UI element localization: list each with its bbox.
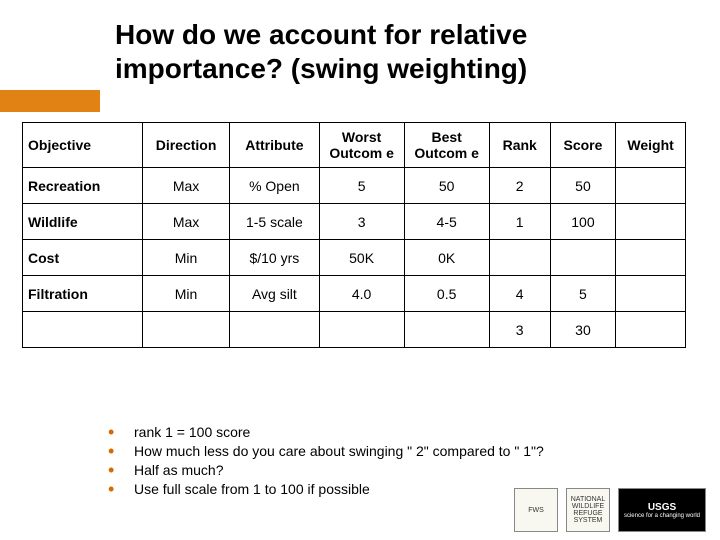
cell-weight [616, 240, 686, 276]
cell-objective: Filtration [23, 276, 143, 312]
cell-best: 0K [404, 240, 489, 276]
cell-direction: Max [142, 168, 229, 204]
col-objective: Objective [23, 123, 143, 168]
col-score: Score [550, 123, 615, 168]
cell-rank: 3 [489, 312, 550, 348]
table-header-row: Objective Direction Attribute Worst Outc… [23, 123, 686, 168]
cell-score: 30 [550, 312, 615, 348]
cell-attribute [230, 312, 319, 348]
cell-rank [489, 240, 550, 276]
logo-strip: FWS NATIONAL WILDLIFE REFUGE SYSTEM USGS… [514, 488, 706, 532]
swing-weighting-table: Objective Direction Attribute Worst Outc… [22, 122, 686, 348]
bullet-item: Half as much? [108, 461, 544, 480]
cell-objective [23, 312, 143, 348]
cell-rank: 4 [489, 276, 550, 312]
bullet-item: Use full scale from 1 to 100 if possible [108, 480, 544, 499]
cell-best: 4-5 [404, 204, 489, 240]
cell-attribute: 1-5 scale [230, 204, 319, 240]
accent-bar [0, 90, 100, 112]
cell-weight [616, 276, 686, 312]
cell-objective: Cost [23, 240, 143, 276]
cell-weight [616, 312, 686, 348]
cell-best: 50 [404, 168, 489, 204]
cell-direction: Max [142, 204, 229, 240]
col-attribute: Attribute [230, 123, 319, 168]
table-row: 3 30 [23, 312, 686, 348]
usgs-logo-icon: USGS science for a changing world [618, 488, 706, 532]
fws-logo-icon: FWS [514, 488, 558, 532]
cell-weight [616, 168, 686, 204]
cell-score: 100 [550, 204, 615, 240]
cell-score: 5 [550, 276, 615, 312]
bullet-item: rank 1 = 100 score [108, 423, 544, 442]
col-worst-outcome: Worst Outcom e [319, 123, 404, 168]
cell-best [404, 312, 489, 348]
cell-worst: 4.0 [319, 276, 404, 312]
bullet-item: How much less do you care about swinging… [108, 442, 544, 461]
cell-rank: 1 [489, 204, 550, 240]
cell-score [550, 240, 615, 276]
cell-score: 50 [550, 168, 615, 204]
cell-rank: 2 [489, 168, 550, 204]
cell-worst: 50K [319, 240, 404, 276]
table-row: Recreation Max % Open 5 50 2 50 [23, 168, 686, 204]
table-row: Filtration Min Avg silt 4.0 0.5 4 5 [23, 276, 686, 312]
col-rank: Rank [489, 123, 550, 168]
cell-direction: Min [142, 240, 229, 276]
col-weight: Weight [616, 123, 686, 168]
table-row: Wildlife Max 1-5 scale 3 4-5 1 100 [23, 204, 686, 240]
col-direction: Direction [142, 123, 229, 168]
cell-direction [142, 312, 229, 348]
cell-worst: 5 [319, 168, 404, 204]
cell-weight [616, 204, 686, 240]
cell-attribute: $/10 yrs [230, 240, 319, 276]
cell-direction: Min [142, 276, 229, 312]
cell-worst [319, 312, 404, 348]
usgs-logo-text: USGS [648, 502, 676, 513]
notes-list: rank 1 = 100 score How much less do you … [108, 423, 544, 499]
page-title: How do we account for relative importanc… [115, 18, 675, 85]
col-best-outcome: Best Outcom e [404, 123, 489, 168]
table-row: Cost Min $/10 yrs 50K 0K [23, 240, 686, 276]
cell-worst: 3 [319, 204, 404, 240]
nwrs-logo-icon: NATIONAL WILDLIFE REFUGE SYSTEM [566, 488, 610, 532]
cell-objective: Wildlife [23, 204, 143, 240]
cell-attribute: % Open [230, 168, 319, 204]
cell-best: 0.5 [404, 276, 489, 312]
cell-attribute: Avg silt [230, 276, 319, 312]
cell-objective: Recreation [23, 168, 143, 204]
usgs-logo-subtext: science for a changing world [624, 513, 700, 519]
